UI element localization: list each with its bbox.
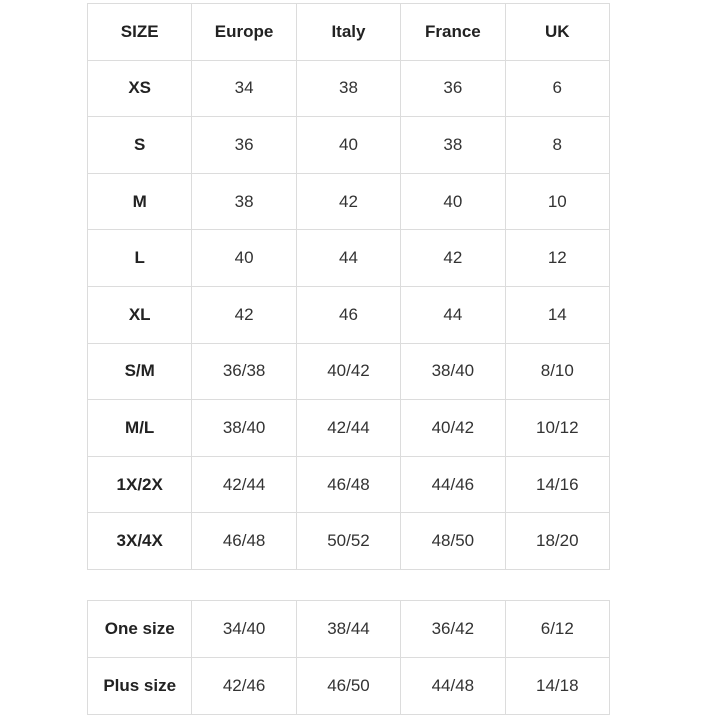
size-value-cell: 46 [295, 285, 402, 344]
size-value-cell: 36 [191, 116, 297, 174]
table-row: M/L 38/40 42/44 40/42 10/12 [86, 399, 611, 457]
size-value-cell: 38 [191, 172, 297, 231]
size-value-cell: 18/20 [504, 512, 611, 570]
size-label-cell: L [86, 229, 193, 287]
size-label-cell: 3X/4X [86, 512, 193, 570]
size-value-cell: 44/46 [400, 455, 506, 514]
table-row: One size 34/40 38/44 36/42 6/12 [86, 600, 611, 658]
table-row: 3X/4X 46/48 50/52 48/50 18/20 [86, 512, 611, 570]
size-value-cell: 40/42 [400, 399, 506, 457]
size-value-cell: 10/12 [504, 399, 611, 457]
table-row: M 38 42 40 10 [86, 172, 611, 231]
size-value-cell: 6/12 [504, 600, 611, 658]
size-value-cell: 8 [504, 116, 611, 174]
size-label-cell: M/L [86, 399, 193, 457]
size-value-cell: 40 [191, 229, 297, 287]
table-row: 1X/2X 42/44 46/48 44/46 14/16 [86, 455, 611, 514]
size-value-cell: 36 [400, 59, 506, 118]
size-value-cell: 42/44 [191, 455, 297, 514]
header-cell: Italy [295, 3, 402, 61]
size-value-cell: 38 [400, 116, 506, 174]
header-row: SIZE Europe Italy France UK [86, 3, 611, 61]
size-value-cell: 14/18 [504, 657, 611, 715]
size-value-cell: 8/10 [504, 342, 611, 401]
size-value-cell: 48/50 [400, 512, 506, 570]
size-value-cell: 34/40 [191, 600, 297, 658]
size-value-cell: 38 [295, 59, 402, 118]
size-value-cell: 40 [400, 172, 506, 231]
size-value-cell: 44 [400, 285, 506, 344]
header-cell: Europe [191, 3, 297, 61]
size-value-cell: 6 [504, 59, 611, 118]
size-label-cell: One size [86, 600, 193, 658]
size-label-cell: M [86, 172, 193, 231]
size-label-cell: 1X/2X [86, 455, 193, 514]
size-value-cell: 12 [504, 229, 611, 287]
size-value-cell: 44 [295, 229, 402, 287]
size-value-cell: 36/38 [191, 342, 297, 401]
size-value-cell: 42 [295, 172, 402, 231]
extra-size-table: One size 34/40 38/44 36/42 6/12 Plus size 42/4… [86, 600, 611, 715]
size-value-cell: 50/52 [295, 512, 402, 570]
size-table: SIZE Europe Italy France UK XS 34 38 36 6 S 36 40 38 8… [86, 3, 611, 570]
size-value-cell: 14 [504, 285, 611, 344]
size-label-cell: S/M [86, 342, 193, 401]
size-value-cell: 10 [504, 172, 611, 231]
size-value-cell: 46/50 [295, 657, 402, 715]
header-cell: France [400, 3, 506, 61]
size-value-cell: 42/46 [191, 657, 297, 715]
size-value-cell: 46/48 [191, 512, 297, 570]
size-value-cell: 46/48 [295, 455, 402, 514]
table-row: Plus size 42/46 46/50 44/48 14/18 [86, 657, 611, 715]
size-value-cell: 40 [295, 116, 402, 174]
table-row: L 40 44 42 12 [86, 229, 611, 287]
size-value-cell: 38/40 [191, 399, 297, 457]
size-value-cell: 40/42 [295, 342, 402, 401]
size-value-cell: 42 [400, 229, 506, 287]
size-label-cell: Plus size [86, 657, 193, 715]
size-label-cell: XS [86, 59, 193, 118]
size-value-cell: 14/16 [504, 455, 611, 514]
size-value-cell: 42 [191, 285, 297, 344]
table-row: S/M 36/38 40/42 38/40 8/10 [86, 342, 611, 401]
size-value-cell: 36/42 [400, 600, 506, 658]
size-value-cell: 38/44 [295, 600, 402, 658]
size-label-cell: XL [86, 285, 193, 344]
table-row: XS 34 38 36 6 [86, 59, 611, 118]
size-value-cell: 42/44 [295, 399, 402, 457]
header-cell: UK [504, 3, 611, 61]
size-label-cell: S [86, 116, 193, 174]
size-value-cell: 44/48 [400, 657, 506, 715]
size-value-cell: 38/40 [400, 342, 506, 401]
header-cell: SIZE [86, 3, 193, 61]
table-row: XL 42 46 44 14 [86, 285, 611, 344]
size-value-cell: 34 [191, 59, 297, 118]
table-row: S 36 40 38 8 [86, 116, 611, 174]
